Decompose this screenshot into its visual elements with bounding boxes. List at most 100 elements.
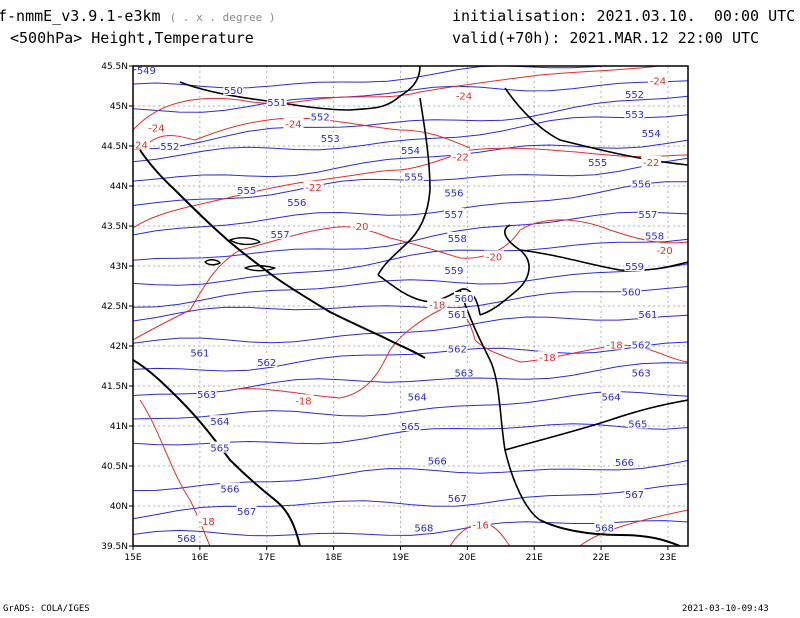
temperature-contour-label: -22 xyxy=(643,158,659,169)
lon-tick-label: 22E xyxy=(593,553,610,563)
height-contour-559 xyxy=(133,263,688,308)
height-contour-label: 557 xyxy=(444,210,463,221)
height-contour-label: 563 xyxy=(454,368,473,379)
valid-label: valid(+70h): xyxy=(452,29,561,47)
lat-tick-label: 44.5N xyxy=(101,142,128,152)
greece-border xyxy=(504,399,688,451)
height-contour-561 xyxy=(133,314,688,344)
height-contour-549 xyxy=(133,66,157,71)
temp-label-bg xyxy=(453,89,474,101)
temperature-contour-label: -20 xyxy=(486,252,502,263)
height-label-bg xyxy=(447,342,468,354)
height-contour-label: 559 xyxy=(625,262,644,273)
height-contour-label: 567 xyxy=(448,494,467,505)
height-label-bg xyxy=(601,390,622,402)
temp-label-bg xyxy=(146,121,167,133)
temp-label-bg xyxy=(641,156,662,167)
product-title: <500hPa> Height,Temperature xyxy=(10,29,254,47)
height-contour-557 xyxy=(133,211,688,261)
greece-coast xyxy=(539,519,681,546)
init-value: 2021.03.10. 00:00 UTC xyxy=(596,7,796,25)
height-contour-label: 565 xyxy=(210,444,229,455)
lon-tick-label: 23E xyxy=(659,553,676,563)
height-contour-label: 558 xyxy=(645,232,664,243)
height-label-bg xyxy=(644,229,665,241)
height-contour-label: 567 xyxy=(625,490,644,501)
height-contour-label: 568 xyxy=(595,524,614,535)
height-label-bg xyxy=(236,184,257,195)
height-contour-label: 560 xyxy=(622,288,641,299)
height-label-bg xyxy=(614,456,635,467)
temperature-contour-label: -18 xyxy=(539,353,555,364)
height-label-bg xyxy=(624,488,645,499)
height-contour-567 xyxy=(133,483,688,520)
height-contour-554 xyxy=(133,139,688,182)
height-label-bg xyxy=(189,346,210,358)
temperature-contour-label: -24 xyxy=(650,76,666,87)
dalmatian-island-2 xyxy=(244,265,276,272)
height-label-bg xyxy=(209,415,230,427)
height-label-bg xyxy=(447,308,468,319)
dalmatian-island-3 xyxy=(204,259,221,266)
height-label-bg xyxy=(641,127,662,139)
temperature-contour-label: -22 xyxy=(305,183,321,194)
height-label-bg xyxy=(266,96,287,107)
height-contour-label: 563 xyxy=(632,368,651,379)
temp-label-bg xyxy=(283,117,304,129)
height-contour-label: 568 xyxy=(414,524,433,535)
height-contour-labels: 549 550 551 552 552 552 553 553 554 554 555 555 555 5… xyxy=(136,66,665,545)
valid-value: 2021.MAR.12 22:00 UTC xyxy=(569,29,760,47)
height-label-bg xyxy=(587,156,608,167)
temp-label-bg xyxy=(196,515,217,527)
height-contour-label: 566 xyxy=(615,458,634,469)
height-contour-label: 562 xyxy=(257,358,276,369)
height-contour-label: 557 xyxy=(638,210,657,221)
temp-label-bg xyxy=(470,518,491,530)
height-contour-552 xyxy=(133,95,688,150)
height-label-bg xyxy=(447,492,468,503)
height-label-bg xyxy=(453,292,474,303)
height-contour-550 xyxy=(133,66,688,89)
temp-label-bg xyxy=(350,220,371,231)
height-contour-label: 568 xyxy=(177,534,196,545)
height-contour-label: 563 xyxy=(197,390,216,401)
temp-label-bg xyxy=(303,180,324,192)
height-label-bg xyxy=(637,208,658,219)
height-label-bg xyxy=(256,356,277,367)
height-label-bg xyxy=(624,88,645,99)
temp-label-bg xyxy=(133,138,150,150)
height-contour-label: 565 xyxy=(628,420,647,431)
temp-label-bg xyxy=(427,298,448,310)
lat-tick-label: 43N xyxy=(110,262,128,272)
height-label-bg xyxy=(624,260,645,271)
height-contour-label: 557 xyxy=(271,230,290,241)
height-contour-560 xyxy=(133,286,688,322)
height-label-bg xyxy=(219,482,240,494)
height-contour-label: 556 xyxy=(287,198,306,209)
height-label-bg xyxy=(176,532,197,543)
height-label-bg xyxy=(631,338,652,350)
temperature-contour-label: -24 xyxy=(148,124,164,135)
lat-tick-label: 39.5N xyxy=(101,542,128,552)
height-contour-label: 552 xyxy=(311,112,330,123)
height-contour-label: 554 xyxy=(401,146,420,157)
map-axes: 15E 16E 17E 18E 19E 20E 21E 22E 23E 39.5N 40N 40.5N… xyxy=(101,62,677,563)
temperature-contours xyxy=(133,66,688,546)
temperature-contour-label: -20 xyxy=(656,246,672,257)
height-contour-label: 553 xyxy=(625,110,644,121)
height-label-bg xyxy=(443,186,464,198)
height-contour-label: 553 xyxy=(321,134,340,145)
height-label-bg xyxy=(443,208,464,219)
height-label-bg xyxy=(594,521,615,533)
valid-time: valid(+70h): 2021.MAR.12 22:00 UTC xyxy=(452,29,759,47)
height-contour-label: 554 xyxy=(642,129,661,140)
height-contour-label: 551 xyxy=(267,98,286,109)
temperature-contour-label: -24 xyxy=(456,92,472,103)
height-contour-label: 562 xyxy=(448,344,467,355)
height-contour-564 xyxy=(133,391,688,420)
lat-tick-label: 45N xyxy=(110,102,128,112)
height-contour-558 xyxy=(133,238,688,286)
height-contour-553 xyxy=(133,114,688,163)
height-label-bg xyxy=(320,132,341,143)
